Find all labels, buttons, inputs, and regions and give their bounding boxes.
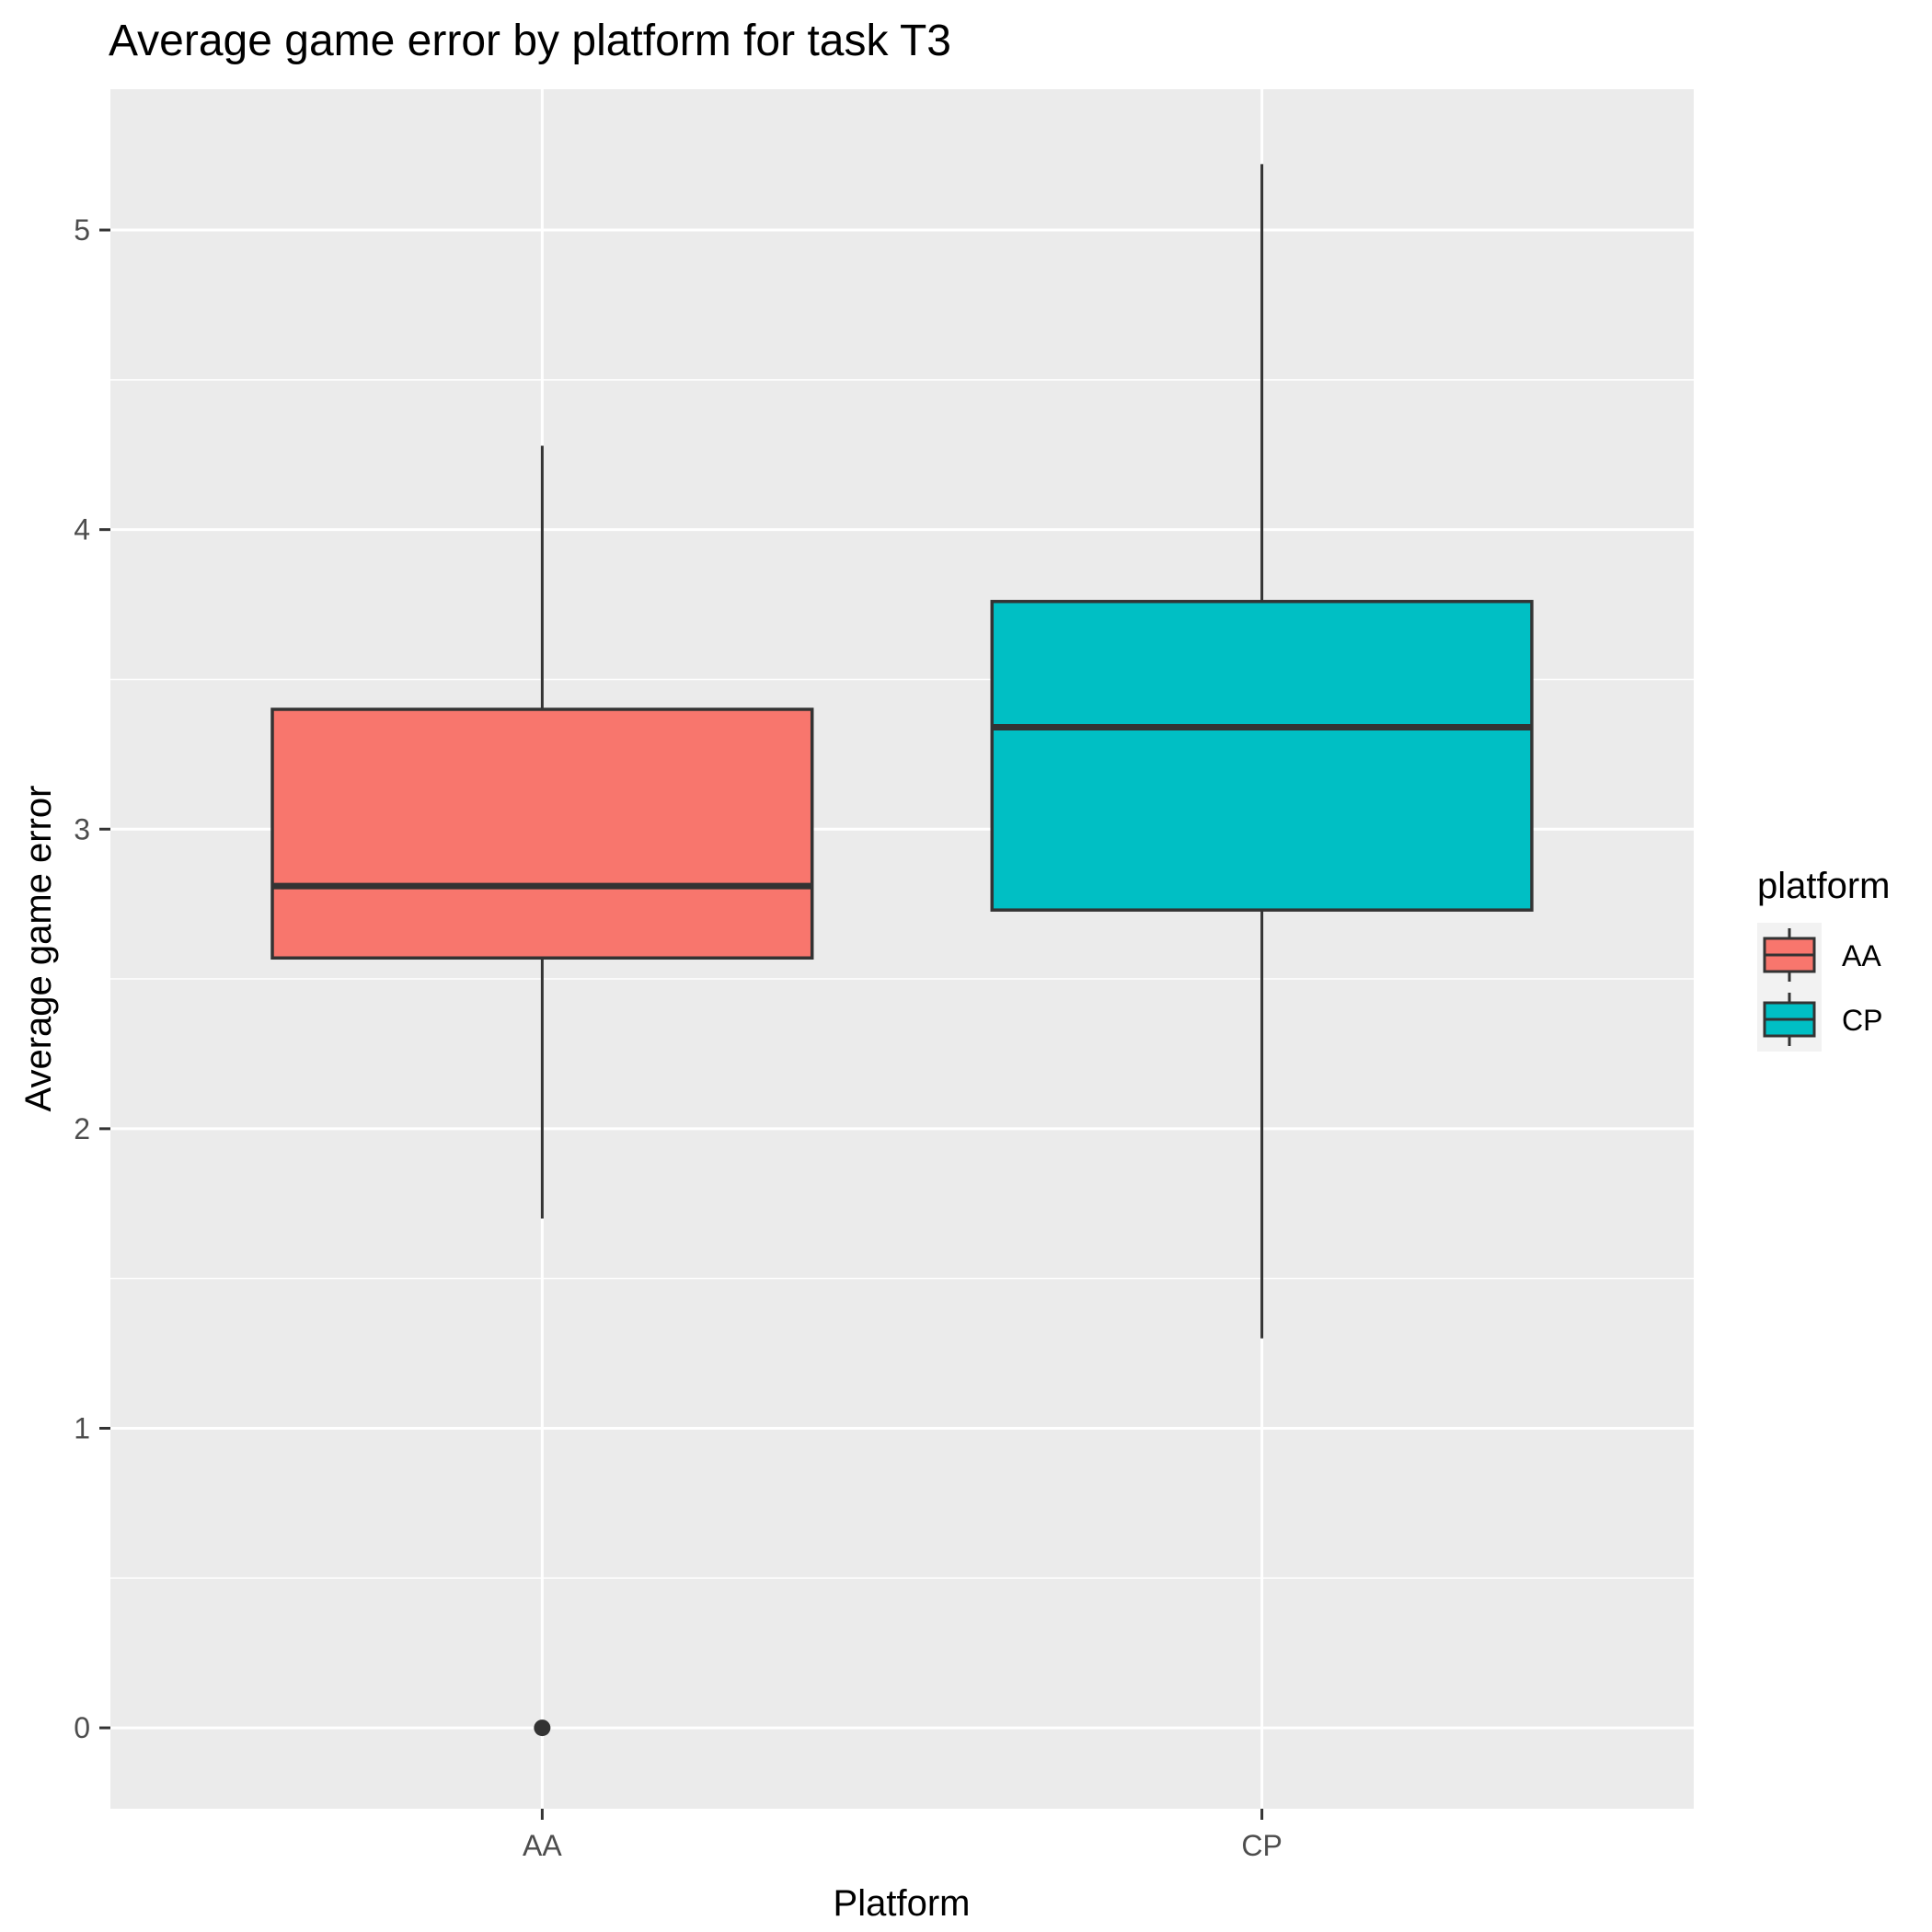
y-tick-label: 0 <box>74 1711 90 1744</box>
legend-title: platform <box>1757 866 1891 906</box>
x-tick-label: AA <box>523 1829 562 1862</box>
legend-label: CP <box>1842 1004 1882 1037</box>
y-axis: 0 1 2 3 4 5 <box>74 213 110 1744</box>
x-tick-label: CP <box>1241 1829 1282 1862</box>
box-aa <box>270 707 814 960</box>
box-cp <box>990 600 1534 912</box>
legend-label: AA <box>1842 939 1881 972</box>
chart-title: Average game error by platform for task … <box>109 17 951 65</box>
x-axis: AA CP <box>523 1809 1282 1862</box>
y-tick-label: 5 <box>74 213 90 247</box>
x-axis-title: Platform <box>834 1883 971 1924</box>
outlier-point-aa <box>534 1719 551 1737</box>
legend: platform AA CP <box>1757 866 1891 1052</box>
y-tick-label: 2 <box>74 1112 90 1145</box>
y-tick-label: 3 <box>74 812 90 845</box>
y-tick-label: 4 <box>74 513 90 546</box>
box-layer <box>270 164 1534 1737</box>
y-tick-label: 1 <box>74 1411 90 1444</box>
y-axis-title: Average game error <box>18 786 59 1112</box>
